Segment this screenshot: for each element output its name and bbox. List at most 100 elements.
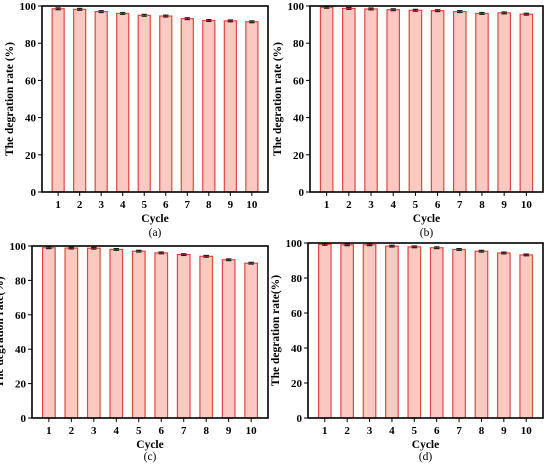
error-bar-cycle-8 <box>478 249 485 253</box>
y-tick-label: 0 <box>297 413 303 425</box>
y-tick-label: 60 <box>25 75 37 87</box>
error-bar-cycle-3 <box>366 243 373 247</box>
y-tick-label: 60 <box>15 310 27 322</box>
panel-caption: (a) <box>149 227 162 239</box>
x-tick-label: 2 <box>346 199 352 211</box>
x-tick-label: 10 <box>246 199 258 211</box>
y-tick-label: 20 <box>25 150 37 162</box>
error-bar-cycle-6 <box>163 14 169 18</box>
x-tick-label: 3 <box>368 199 374 211</box>
x-tick-label: 5 <box>413 199 419 211</box>
y-tick-label: 100 <box>286 238 303 250</box>
error-bar-cycle-2 <box>344 243 350 247</box>
bar-cycle-9 <box>497 12 511 193</box>
bar-cycle-7 <box>452 10 467 193</box>
x-tick-label: 4 <box>389 425 395 437</box>
x-axis-label: Cycle <box>413 213 440 225</box>
x-tick-label: 9 <box>228 199 234 211</box>
error-bar-cycle-6 <box>433 246 440 250</box>
error-bar-cycle-6 <box>158 251 165 255</box>
y-tick-label: 80 <box>15 275 27 287</box>
x-tick-label: 4 <box>120 199 126 211</box>
bar-cycle-1 <box>317 243 332 419</box>
error-bar-cycle-3 <box>91 246 97 250</box>
x-tick-label: 5 <box>141 199 147 211</box>
x-tick-label: 9 <box>501 425 507 437</box>
y-tick-label: 20 <box>293 150 305 162</box>
x-tick-label: 2 <box>77 199 83 211</box>
y-tick-label: 40 <box>15 344 27 356</box>
error-bar-cycle-4 <box>120 11 126 15</box>
bar-cycle-3 <box>94 10 108 193</box>
bar-cycle-4 <box>109 248 124 419</box>
bar-cycle-1 <box>319 6 334 193</box>
bar-cycle-2 <box>340 244 355 419</box>
x-tick-label: 8 <box>206 199 212 211</box>
error-bar-cycle-9 <box>501 251 507 255</box>
y-tick-label: 80 <box>293 38 305 50</box>
x-tick-label: 9 <box>226 425 232 437</box>
error-bar-cycle-8 <box>479 11 485 15</box>
y-tick-label: 60 <box>293 75 305 87</box>
error-bar-cycle-8 <box>203 254 209 258</box>
error-bar-cycle-2 <box>68 246 75 250</box>
bar-cycle-3 <box>86 247 101 419</box>
y-tick-label: 20 <box>291 378 303 390</box>
bar-cycle-5 <box>131 250 146 419</box>
x-tick-label: 2 <box>69 425 75 437</box>
y-axis-label: The degration rate(%) <box>0 276 6 387</box>
bar-cycle-7 <box>180 18 194 193</box>
x-tick-label: 3 <box>367 425 373 437</box>
y-tick-label: 100 <box>10 241 27 253</box>
y-tick-label: 0 <box>31 187 37 199</box>
x-tick-label: 7 <box>181 425 187 437</box>
bar-cycle-7 <box>452 248 466 419</box>
x-tick-label: 7 <box>185 199 191 211</box>
x-tick-label: 4 <box>390 199 396 211</box>
y-tick-label: 40 <box>291 343 303 355</box>
bar-cycle-5 <box>137 14 151 193</box>
error-bar-cycle-7 <box>457 10 463 14</box>
bar-cycle-8 <box>475 12 489 193</box>
error-bar-cycle-9 <box>225 258 232 262</box>
x-tick-label: 8 <box>479 199 485 211</box>
error-bar-cycle-3 <box>98 10 104 14</box>
error-bar-cycle-9 <box>227 19 233 23</box>
bar-cycle-10 <box>244 262 259 419</box>
x-tick-label: 3 <box>91 425 97 437</box>
x-tick-label: 8 <box>479 425 485 437</box>
x-tick-label: 10 <box>521 425 533 437</box>
error-bar-cycle-7 <box>180 253 187 257</box>
error-bar-cycle-10 <box>523 253 529 257</box>
panel-caption: (d) <box>419 451 433 463</box>
bar-cycle-1 <box>51 8 65 193</box>
bar-cycle-8 <box>474 250 489 419</box>
error-bar-cycle-4 <box>113 247 120 251</box>
x-tick-label: 1 <box>322 425 328 437</box>
y-tick-label: 0 <box>21 413 27 425</box>
bar-cycle-3 <box>364 8 378 193</box>
error-bar-cycle-4 <box>390 8 396 12</box>
bar-cycle-6 <box>430 10 445 193</box>
bar-cycle-4 <box>116 12 130 193</box>
error-bar-cycle-5 <box>411 245 418 249</box>
bar-cycle-10 <box>519 254 534 419</box>
bar-cycle-7 <box>176 254 191 419</box>
x-tick-label: 10 <box>521 199 533 211</box>
error-bar-cycle-1 <box>46 246 52 250</box>
error-bar-cycle-7 <box>184 17 190 21</box>
bar-cycle-5 <box>407 246 422 419</box>
bar-cycle-2 <box>342 7 356 193</box>
bar-cycle-9 <box>223 20 237 193</box>
bar-cycle-5 <box>408 9 423 193</box>
bar-cycle-8 <box>202 19 216 193</box>
bar-cycle-9 <box>496 252 511 419</box>
bar-cycle-6 <box>159 15 173 193</box>
y-axis-label: The degration rate(%) <box>270 275 282 386</box>
y-tick-label: 0 <box>299 187 305 199</box>
